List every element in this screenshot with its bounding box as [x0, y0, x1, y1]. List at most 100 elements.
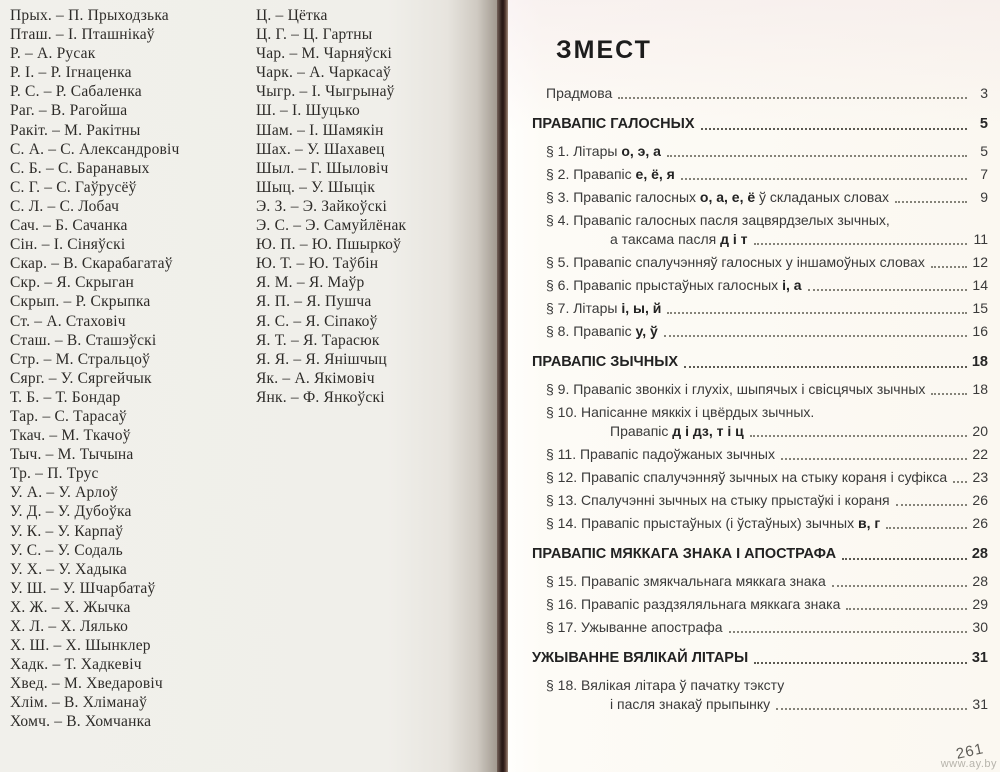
toc-entry-text: § 9. Правапіс звонкіх і глухіх, шыпячых …	[546, 380, 925, 399]
toc-line: УЖЫВАННЕ ВЯЛІКАЙ ЛІТАРЫ 31	[532, 649, 988, 668]
toc-page-number: 22	[972, 446, 988, 462]
abbreviation-item: Я. С. – Я. Сіпакоў	[256, 312, 378, 330]
toc-entry-text: § 16. Правапіс раздзяляльнага мяккага зн…	[546, 595, 840, 614]
toc-text-run: § 5. Правапіс спалучэнняў галосных у інш…	[546, 254, 925, 270]
book-gutter	[497, 0, 508, 772]
dot-leader	[931, 393, 967, 395]
abbreviation-item: Х. Ш. – Х. Шынклер	[10, 637, 151, 655]
toc-entry-text: § 12. Правапіс спалучэнняў зычных на сты…	[546, 468, 947, 487]
abbreviation-item: Тр. – П. Трус	[10, 465, 99, 483]
toc-page-number: 12	[972, 254, 988, 270]
toc-page-number: 20	[972, 423, 988, 439]
toc-text-run: § 1. Літары	[546, 143, 622, 159]
abbreviation-item: С. Б. – С. Баранавых	[10, 159, 150, 177]
toc-page-number: 5	[980, 143, 988, 159]
toc-bold-letters: ПРАВАПІС МЯККАГА ЗНАКА І АПОСТРАФА	[532, 546, 837, 562]
toc-entry: § 12. Правапіс спалучэнняў зычных на сты…	[532, 468, 988, 487]
toc-page-number: 11	[973, 231, 988, 247]
toc-bold-letters: і, ы, й	[621, 300, 662, 316]
dot-leader	[666, 155, 967, 157]
toc-entry-text: Прадмова	[546, 84, 612, 103]
toc-text-run: § 11. Правапіс падоўжаных зычных	[546, 446, 775, 462]
abbreviation-item: Раг. – В. Рагойша	[10, 102, 128, 120]
abbreviation-item: У. С. – У. Содаль	[10, 541, 123, 559]
right-page: ЗМЕСТ Прадмова 3 ПРАВАПІС ГАЛОСНЫХ 5 § 1. Лі…	[508, 0, 1000, 772]
toc-page-number: 16	[972, 323, 988, 339]
toc-text-run: § 7. Літары	[546, 300, 622, 316]
abbreviation-item: Т. Б. – Т. Бондар	[10, 388, 121, 406]
toc-page-number: 15	[972, 300, 988, 316]
abbreviation-item: Як. – А. Якімовіч	[256, 369, 375, 387]
abbreviation-item: Хадк. – Т. Хадкевіч	[10, 656, 142, 674]
toc-entry: § 2. Правапіс е, ё, я 7	[532, 165, 988, 184]
toc-bold-letters: ПРАВАПІС ЗЫЧНЫХ	[532, 354, 679, 370]
toc-text-run: § 13. Спалучэнні зычных на стыку прыстаў…	[546, 492, 890, 508]
toc-text-run: § 6. Правапіс прыстаўных галосных	[546, 277, 783, 293]
abbreviation-item: Сін. – І. Сіняўскі	[10, 236, 126, 254]
abbreviation-item: Х. Л. – Х. Лялько	[10, 618, 129, 635]
abbreviation-item: Я. Я. – Я. Янішчыц	[256, 350, 387, 368]
abbreviation-item: Ю. П. – Ю. Пшыркоў	[256, 236, 402, 254]
abbreviation-item: С. Л. – С. Лобач	[10, 197, 120, 215]
abbreviation-item: Я. Т. – Я. Тарасюк	[256, 331, 380, 349]
abbreviation-item: Х. Ж. – Х. Жычка	[10, 598, 131, 616]
abbreviation-item: Стр. – М. Стральцоў	[10, 350, 151, 368]
abbreviation-item: У. Д. – У. Дубоўка	[10, 503, 132, 521]
toc-entry: § 16. Правапіс раздзяляльнага мяккага зн…	[532, 595, 988, 614]
abbreviation-item: Шыц. – У. Шыцік	[256, 178, 376, 196]
toc-line: § 7. Літары і, ы, й 15	[532, 299, 988, 318]
toc-entry: § 3. Правапіс галосных о, а, е, ё ў скла…	[532, 188, 988, 207]
toc-entry: § 9. Правапіс звонкіх і глухіх, шыпячых …	[532, 380, 988, 399]
abbreviation-item: Скрып. – Р. Скрыпка	[10, 293, 151, 311]
toc-page-number: 26	[972, 515, 988, 531]
abbreviation-item: Я. П. – Я. Пушча	[256, 293, 372, 311]
toc-text-run: § 8. Правапіс	[546, 323, 636, 339]
abbreviation-item: Ц. – Цётка	[256, 7, 328, 24]
abbreviation-item: Пташ. – І. Пташнікаў	[10, 26, 155, 44]
toc-line: § 11. Правапіс падоўжаных зычных 22	[532, 445, 988, 464]
dot-leader	[618, 97, 967, 99]
abbreviation-item: У. А. – У. Арлоў	[10, 484, 119, 502]
toc-text-run: § 17. Ужыванне апострафа	[546, 619, 723, 635]
toc-entry: § 1. Літары о, э, а 5	[532, 142, 988, 161]
toc-entry: § 13. Спалучэнні зычных на стыку прыстаў…	[532, 491, 988, 510]
toc-entry-text: § 2. Правапіс е, ё, я	[546, 165, 675, 184]
toc-entry: § 18. Вялікая літара ў пачатку тэксту і п…	[532, 676, 988, 714]
toc-entry-text: ПРАВАПІС ГАЛОСНЫХ	[532, 115, 695, 134]
abbreviation-item: Сач. – Б. Сачанка	[10, 217, 128, 235]
toc-line: ПРАВАПІС ЗЫЧНЫХ 18	[532, 353, 988, 372]
abbreviation-item: Чарк. – А. Чаркасаў	[256, 64, 391, 82]
toc-line: § 4. Правапіс галосных пасля зацвярдзелы…	[532, 211, 988, 230]
toc-line: і пасля знакаў прыпынку 31	[532, 695, 988, 714]
dot-leader	[842, 558, 967, 560]
toc-section-heading: ПРАВАПІС ГАЛОСНЫХ 5	[532, 115, 988, 134]
toc-entry-text: ПРАВАПІС ЗЫЧНЫХ	[532, 353, 678, 372]
abbreviation-item: Тыч. – М. Тычына	[10, 446, 134, 464]
toc-line: ПРАВАПІС ГАЛОСНЫХ 5	[532, 115, 988, 134]
toc-page-number: 3	[980, 85, 988, 101]
abbreviation-item: Сташ. – В. Сташэўскі	[10, 331, 157, 349]
toc-entry: Прадмова 3	[532, 84, 988, 103]
abbreviation-item: Хвед. – М. Хведаровіч	[10, 675, 163, 693]
abbreviation-item: Хомч. – В. Хомчанка	[10, 713, 152, 731]
toc-line: § 6. Правапіс прыстаўных галосных і, а 14	[532, 276, 988, 295]
toc-page-number: 23	[972, 469, 989, 485]
dot-leader	[684, 366, 967, 368]
abbreviation-item: С. А. – С. Александровіч	[10, 140, 180, 158]
toc-entry-text: ПРАВАПІС МЯККАГА ЗНАКА І АПОСТРАФА	[532, 545, 836, 564]
toc-entry: § 14. Правапіс прыстаўных (і ўстаўных) з…	[532, 514, 988, 533]
abbreviation-item: Э. З. – Э. Зайкоўскі	[256, 197, 388, 215]
toc-entry: § 15. Правапіс змякчальнага мяккага знак…	[532, 572, 988, 591]
toc-page-number: 31	[972, 696, 988, 712]
toc-entry: § 10. Напісанне мяккіх і цвёрдых зычных.…	[532, 403, 988, 441]
dot-leader	[895, 504, 967, 506]
toc-line: § 9. Правапіс звонкіх і глухіх, шыпячых …	[532, 380, 988, 399]
toc-bold-letters: д і т	[720, 231, 748, 247]
dot-leader	[953, 481, 968, 483]
dot-leader	[807, 289, 967, 291]
toc-bold-letters: ПРАВАПІС ГАЛОСНЫХ	[532, 116, 695, 132]
abbreviation-item: Скар. – В. Скарабагатаў	[10, 255, 173, 273]
toc-text-run: Прадмова	[546, 85, 613, 101]
abbreviation-item: У. К. – У. Карпаў	[10, 522, 124, 540]
abbreviation-item: Чар. – М. Чарняўскі	[256, 45, 393, 63]
